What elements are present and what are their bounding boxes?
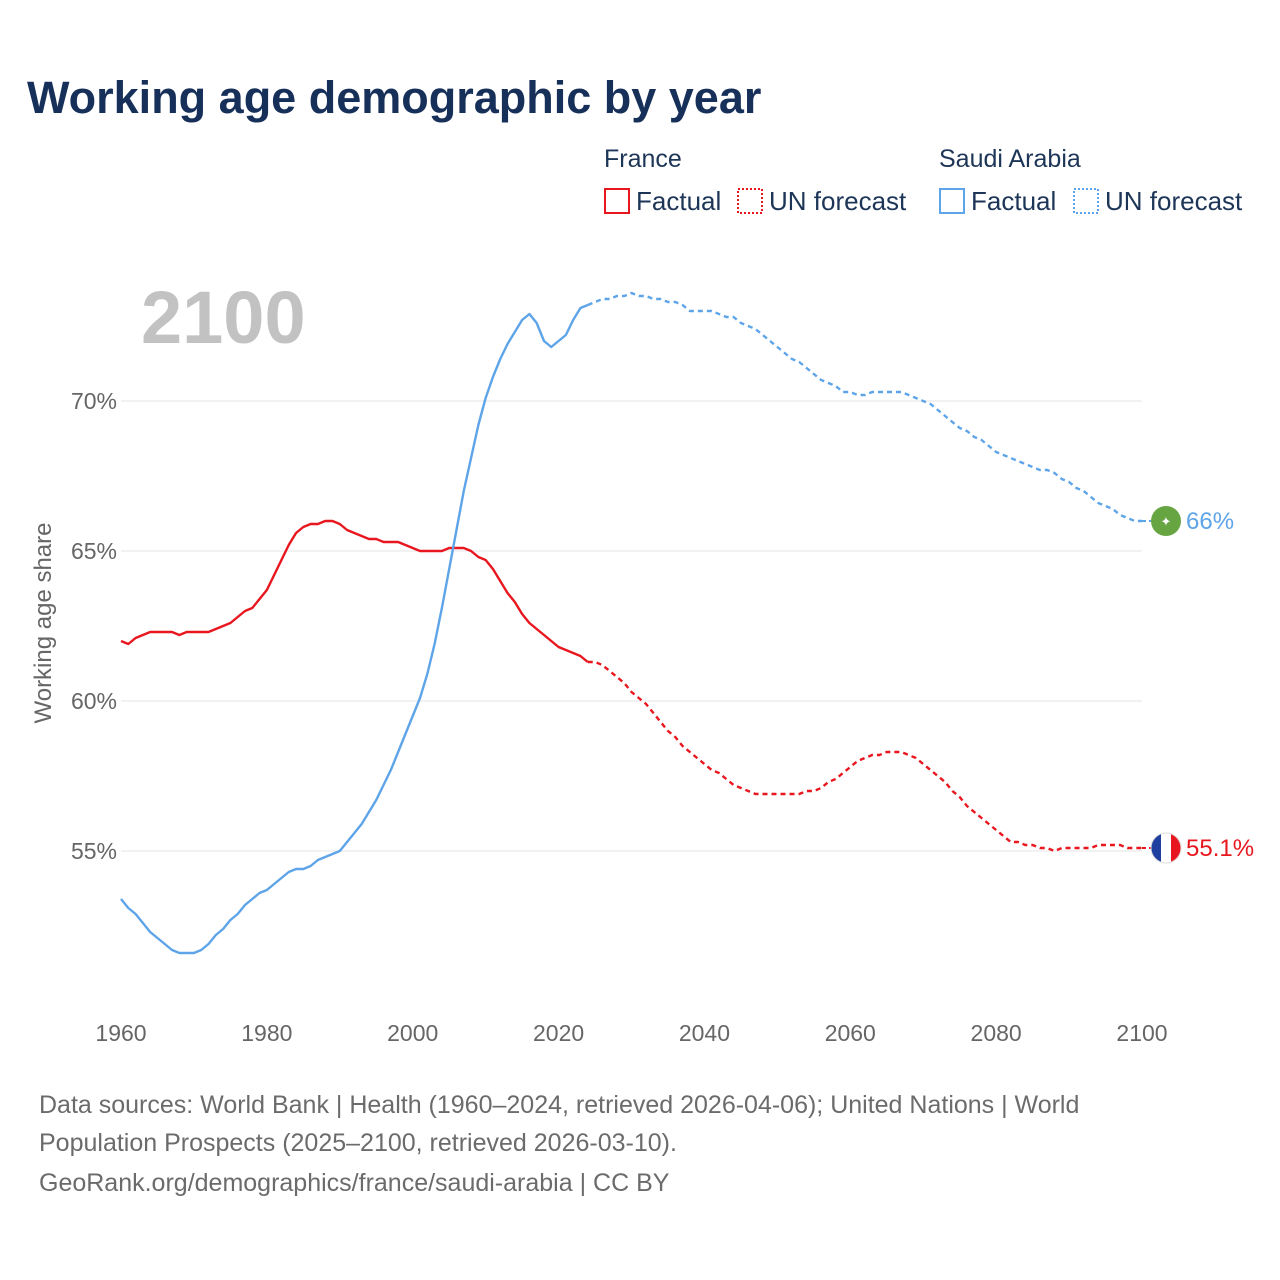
france-forecast-line (587, 660, 1142, 853)
saudi-flag-icon (1151, 506, 1181, 536)
legend-swatch-france-factual (604, 188, 630, 214)
x-axis-ticks: 1960 1980 2000 2020 2040 2060 2080 2100 (95, 1020, 1167, 1046)
legend-swatch-france-forecast (737, 188, 763, 214)
legend-label-saudi-factual: Factual (971, 186, 1056, 216)
saudi-end-label: 66% (1186, 508, 1234, 535)
x-tick-label: 2080 (971, 1020, 1022, 1046)
x-tick-label: 2020 (533, 1020, 584, 1046)
source-line-1: Data sources: World Bank | Health (1960–… (39, 1091, 1079, 1119)
x-tick-label: 1960 (95, 1020, 146, 1046)
legend-label-saudi-forecast: UN forecast (1105, 186, 1243, 216)
end-marker-saudi: ✦ 66% (1142, 506, 1234, 536)
y-tick-label: 65% (71, 538, 117, 564)
chart-title: Working age demographic by year (27, 72, 761, 123)
france-flag-icon (1150, 832, 1182, 864)
france-factual-line (120, 519, 589, 663)
legend-label-france-factual: Factual (636, 186, 721, 216)
legend-group-saudi: Saudi Arabia (939, 145, 1081, 173)
end-marker-france: 55.1% (1142, 832, 1254, 864)
y-tick-label: 70% (71, 388, 117, 414)
x-tick-label: 2000 (387, 1020, 438, 1046)
source-line-3[interactable]: GeoRank.org/demographics/france/saudi-ar… (39, 1169, 670, 1197)
x-tick-label: 2100 (1116, 1020, 1167, 1046)
y-axis-ticks: 55% 60% 65% 70% (71, 388, 117, 864)
legend-swatch-saudi-factual (939, 188, 965, 214)
legend: France Factual UN forecast Saudi Arabia … (604, 145, 1243, 216)
y-tick-label: 55% (71, 838, 117, 864)
saudi-forecast-line (587, 291, 1142, 523)
sources: Data sources: World Bank | Health (1960–… (39, 1091, 1079, 1197)
x-tick-label: 2040 (679, 1020, 730, 1046)
x-tick-label: 2060 (825, 1020, 876, 1046)
source-line-2: Population Prospects (2025–2100, retriev… (39, 1129, 677, 1157)
legend-group-france: France (604, 145, 682, 173)
y-tick-label: 60% (71, 688, 117, 714)
legend-label-france-forecast: UN forecast (769, 186, 907, 216)
saudi-flag-emblem: ✦ (1161, 515, 1172, 530)
france-end-label: 55.1% (1186, 835, 1254, 862)
grid (121, 400, 1142, 852)
legend-swatch-saudi-forecast (1073, 188, 1099, 214)
x-tick-label: 1980 (241, 1020, 292, 1046)
series-lines (120, 291, 1142, 955)
saudi-factual-line (120, 303, 589, 955)
year-watermark: 2100 (141, 276, 306, 359)
y-axis-title: Working age share (30, 523, 57, 724)
